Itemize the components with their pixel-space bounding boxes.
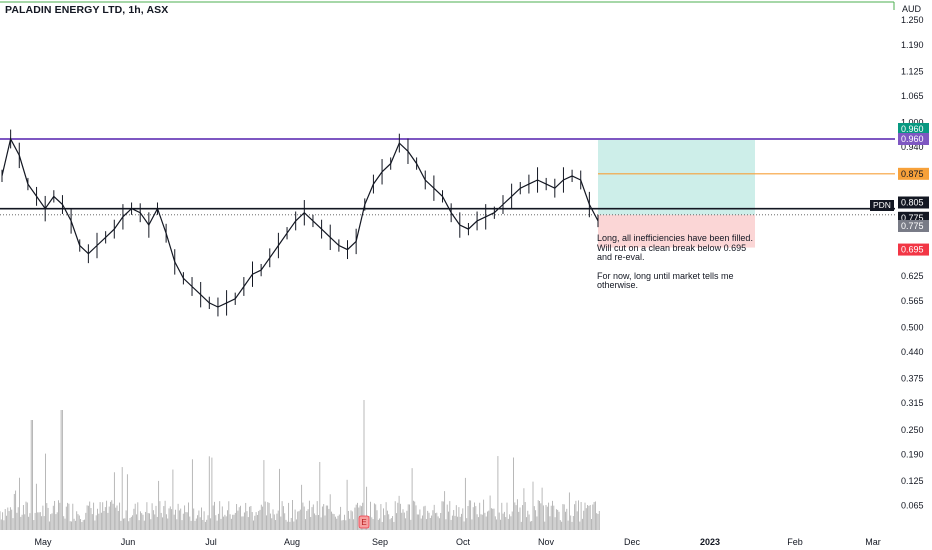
y-tick-label: 0.440 [901, 347, 924, 357]
earnings-event-marker [358, 515, 370, 529]
x-tick-label: May [34, 537, 52, 547]
x-tick-label: Oct [456, 537, 471, 547]
y-tick-label: 0.500 [901, 322, 924, 332]
axis-label-stop-bg [898, 243, 929, 256]
axis-label-support: 0.805 [901, 198, 924, 208]
y-tick-label: 0.250 [901, 425, 924, 435]
axis-label-support-bg [898, 196, 929, 209]
earnings-event-label: E [361, 518, 366, 527]
y-tick-label: 0.125 [901, 476, 924, 486]
price-line [1, 137, 599, 308]
x-tick-label: Dec [624, 537, 641, 547]
axis-label-stop: 0.695 [901, 245, 924, 255]
profit-zone [598, 139, 755, 215]
x-tick-label: Nov [538, 537, 555, 547]
y-tick-label: 1.065 [901, 91, 924, 101]
axis-label-orange-bg [898, 167, 929, 180]
loss-zone [598, 214, 755, 248]
x-tick-label: Sep [372, 537, 388, 547]
axis-label-current: 0.775 [901, 213, 924, 223]
y-tick-label: 0.190 [901, 449, 924, 459]
axis-label-last-bg [898, 219, 929, 232]
y-tick-label: 1.190 [901, 40, 924, 50]
symbol-tag: PDN [870, 200, 894, 211]
axis-label-target: 0.960 [901, 124, 924, 134]
x-tick-label: Feb [787, 537, 803, 547]
y-tick-label: 0.940 [901, 142, 924, 152]
axis-label-orange: 0.875 [901, 169, 924, 179]
trade-note-paragraph-2: For now, long until market tells me othe… [597, 270, 734, 290]
trade-note[interactable]: Long, all inefficiencies have been fille… [597, 233, 757, 300]
x-tick-label: 2023 [700, 537, 720, 547]
y-tick-label: 1.250 [901, 15, 924, 25]
axis-label-last: 0.775 [901, 221, 924, 231]
y-tick-label: 0.065 [901, 501, 924, 511]
chart-title: PALADIN ENERGY LTD, 1h, ASX [5, 4, 169, 16]
x-tick-label: Jul [205, 537, 217, 547]
y-tick-label: 0.625 [901, 271, 924, 281]
axis-label-resistance-bg [898, 133, 929, 145]
y-tick-label: 1.125 [901, 66, 924, 76]
y-tick-label: 0.375 [901, 374, 924, 384]
x-tick-label: Aug [284, 537, 300, 547]
axis-label-target-bg [898, 123, 929, 135]
y-tick-label: 1.000 [901, 118, 924, 128]
x-tick-label: Jun [121, 537, 136, 547]
y-tick-label: 0.315 [901, 398, 924, 408]
currency-label: AUD [902, 4, 922, 14]
y-tick-label: 0.565 [901, 296, 924, 306]
axis-label-resistance: 0.960 [901, 134, 924, 144]
x-tick-label: Mar [865, 537, 881, 547]
trade-note-paragraph-1: Long, all inefficiencies have been fille… [597, 233, 753, 262]
